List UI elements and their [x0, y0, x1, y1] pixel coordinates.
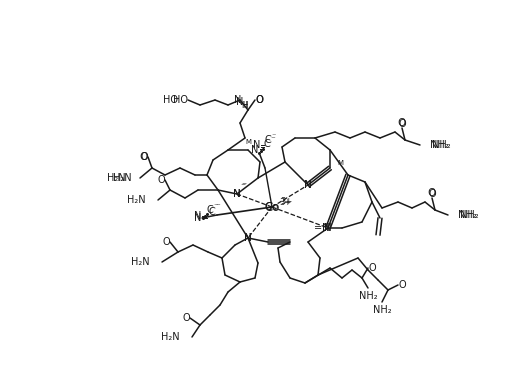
- Text: C: C: [265, 135, 271, 145]
- Text: ⁻: ⁻: [270, 135, 276, 144]
- Text: O: O: [398, 119, 406, 129]
- Text: C: C: [264, 139, 270, 149]
- Text: N: N: [253, 140, 260, 150]
- Text: O: O: [182, 313, 190, 323]
- Text: Co: Co: [264, 200, 280, 214]
- Text: M: M: [337, 160, 343, 166]
- Text: ⁻: ⁻: [216, 203, 220, 212]
- Text: O: O: [398, 280, 406, 290]
- Text: N: N: [322, 223, 330, 233]
- Text: ⁻: ⁻: [241, 182, 245, 192]
- Text: O: O: [162, 237, 170, 247]
- Text: N: N: [194, 213, 201, 223]
- Text: O: O: [256, 95, 264, 105]
- Text: O: O: [428, 189, 436, 199]
- Text: N: N: [233, 189, 241, 199]
- Text: H₂N: H₂N: [108, 173, 126, 183]
- Text: HO: HO: [163, 95, 178, 105]
- Text: N: N: [304, 180, 312, 190]
- Text: N: N: [304, 180, 312, 190]
- Text: N: N: [234, 95, 242, 105]
- Text: ⁻: ⁻: [242, 181, 246, 191]
- Text: O: O: [255, 95, 263, 105]
- Text: O: O: [140, 152, 148, 162]
- Text: C: C: [209, 207, 216, 217]
- Text: N: N: [236, 97, 244, 107]
- Text: N: N: [244, 233, 252, 243]
- Text: NH₂: NH₂: [430, 140, 448, 150]
- Text: =: =: [314, 223, 322, 233]
- Text: O: O: [368, 263, 376, 273]
- Text: O: O: [139, 152, 147, 162]
- Text: H: H: [241, 100, 247, 109]
- Text: M: M: [245, 139, 251, 145]
- Text: H₂N: H₂N: [132, 257, 150, 267]
- Text: N: N: [244, 233, 252, 243]
- Text: NH₂: NH₂: [460, 210, 479, 220]
- Text: NH₂: NH₂: [359, 291, 377, 301]
- Text: ⁻: ⁻: [214, 202, 218, 210]
- Text: N: N: [324, 223, 332, 233]
- Text: O: O: [157, 175, 165, 185]
- Text: HO: HO: [172, 95, 187, 105]
- Text: 3+: 3+: [280, 196, 292, 205]
- Text: C: C: [207, 205, 213, 215]
- Text: H: H: [242, 100, 248, 109]
- Text: NH₂: NH₂: [373, 305, 392, 315]
- Text: N: N: [194, 211, 201, 221]
- Text: H₂N: H₂N: [161, 332, 180, 342]
- Text: Co: Co: [265, 202, 279, 212]
- Text: O: O: [398, 118, 406, 128]
- Text: NH₂: NH₂: [458, 210, 477, 220]
- Text: O: O: [428, 188, 436, 198]
- Text: H₂N: H₂N: [127, 195, 146, 205]
- Text: N: N: [251, 145, 259, 155]
- Text: NH₂: NH₂: [432, 140, 450, 150]
- Text: H₂N: H₂N: [113, 173, 132, 183]
- Text: ⁻: ⁻: [272, 131, 276, 140]
- Text: 3+: 3+: [279, 198, 291, 207]
- Text: N: N: [233, 189, 241, 199]
